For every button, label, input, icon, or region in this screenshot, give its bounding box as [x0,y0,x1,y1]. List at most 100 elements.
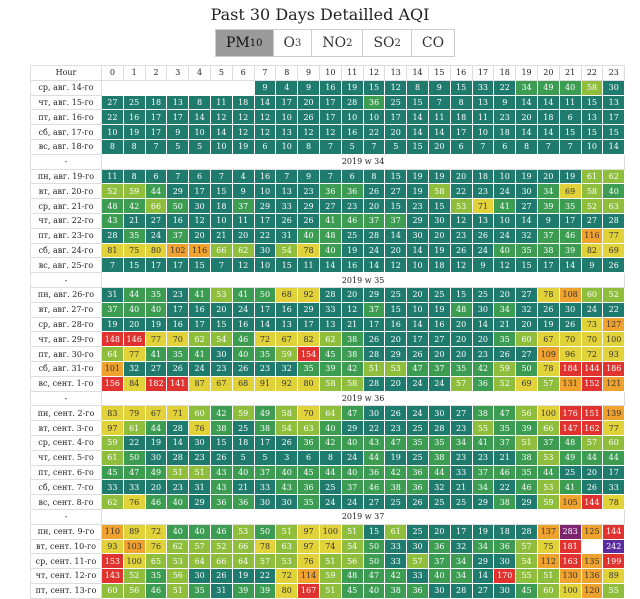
tab-label: PM [226,35,250,51]
aqi-cell: 66 [209,553,233,570]
aqi-cell: 52 [101,183,124,200]
hour-label: 22 [580,65,604,81]
aqi-cell: 16 [122,109,146,126]
date-label: пт, авг. 23-го [30,227,102,244]
aqi-cell: 8 [318,449,342,466]
aqi-cell: 29 [188,494,211,510]
pollutant-tab[interactable]: PM 10 [216,30,274,56]
date-label: вт, авг. 27-го [30,301,102,318]
aqi-cell: 8 [297,138,320,155]
aqi-cell: 44 [536,464,560,481]
aqi-cell: 42 [209,405,233,422]
aqi-cell: 48 [449,301,473,318]
aqi-cell: 36 [406,479,429,496]
aqi-cell: 15 [580,124,604,140]
aqi-cell: 46 [144,494,168,510]
aqi-cell: 38 [340,331,364,348]
day-row: сб, сент. 7-го 33 33 20 23 31 43 21 33 43 36 25 37 46… [30,479,626,496]
aqi-cell: 20 [384,124,408,140]
day-row: сб, авг. 31-го 101 32 27 26 24 23 26 23 32 35 39 42 5… [30,360,626,377]
aqi-cell: 33 [101,479,124,496]
aqi-cell: 66 [231,538,255,555]
pollutant-tab[interactable]: NO 2 [312,30,364,56]
aqi-cell: 20 [471,331,495,348]
aqi-cell: 13 [471,212,495,229]
aqi-cell: 44 [580,449,604,466]
aqi-cell: 50 [122,449,146,466]
aqi-cell: 39 [515,420,538,436]
aqi-cell: 39 [253,582,277,599]
aqi-cell: 176 [558,405,582,422]
aqi-cell: 27 [318,198,342,214]
aqi-cell: 17 [558,212,582,229]
aqi-cell: 16 [253,168,277,185]
aqi-cell: 11 [558,94,582,111]
aqi-cell: 35 [515,464,538,481]
aqi-cell: 76 [297,553,320,570]
aqi-cell: 44 [362,449,386,466]
aqi-cell: 34 [493,301,517,318]
aqi-cell: 135 [580,553,604,570]
aqi-cell: 48 [318,227,342,244]
aqi-cell: 75 [122,242,146,259]
aqi-cell: 12 [384,257,408,274]
date-label: чт, авг. 15-го [30,94,102,111]
aqi-cell: 19 [515,168,538,185]
aqi-cell: 11 [471,109,495,126]
aqi-cell: 154 [297,346,320,362]
aqi-cell: 28 [362,375,386,392]
week-marker: - [30,390,102,407]
aqi-cell: 7 [209,257,233,274]
aqi-cell: 37 [101,301,124,318]
aqi-cell: 143 [101,568,124,584]
aqi-cell: 33 [406,568,429,584]
aqi-cell: 31 [275,227,299,244]
aqi-cell: 25 [427,494,451,510]
aqi-cell: 58 [580,183,604,200]
aqi-cell: 35 [493,331,517,348]
aqi-cell: 109 [536,346,560,362]
aqi-cell: 29 [471,494,495,510]
corner-label: Hour [30,65,102,81]
aqi-cell: 6 [493,138,517,155]
aqi-cell: 80 [275,582,299,599]
aqi-cell: 184 [558,360,582,377]
aqi-cell: 17 [602,109,626,126]
date-label: пн, сент. 9-го [30,523,102,540]
day-row: сб, авг. 24-го 81 75 80 102 116 66 62 30 54 78 40 19… [30,242,626,259]
aqi-cell: 25 [318,479,342,496]
aqi-cell: 62 [231,242,255,259]
aqi-cell: 116 [580,227,604,244]
aqi-cell: 12 [188,212,211,229]
aqi-cell: 63 [297,420,320,436]
week-label: 2019 w 34 [100,153,626,170]
aqi-cell: 16 [427,316,451,333]
aqi-cell: 24 [340,494,364,510]
aqi-cell: 11 [231,212,255,229]
aqi-cell: 34 [449,553,473,570]
aqi-cell: 21 [122,212,146,229]
aqi-cell: 52 [209,538,233,555]
aqi-cell: 14 [406,124,429,140]
week-label: 2019 w 35 [100,272,626,288]
aqi-cell: 170 [493,568,517,584]
aqi-cell: 37 [340,479,364,496]
pollutant-tabs: PM 10 O 3 NO 2 SO 2 CO [215,29,456,57]
aqi-cell: 12 [231,257,255,274]
aqi-cell: 22 [253,568,277,584]
pollutant-tab[interactable]: CO [412,30,454,56]
aqi-cell: 17 [166,257,190,274]
aqi-cell: 15 [602,124,626,140]
aqi-cell: 76 [122,494,146,510]
aqi-cell: 12 [231,124,255,140]
aqi-cell: 41 [471,434,495,451]
pollutant-tab[interactable]: SO 2 [363,30,412,56]
aqi-cell: 30 [493,553,517,570]
aqi-cell: 25 [231,420,255,436]
aqi-cell: 14 [209,124,233,140]
aqi-cell: 62 [602,168,626,185]
aqi-cell: 76 [188,420,211,436]
hour-label: 0 [101,65,124,81]
aqi-cell: 23 [449,420,473,436]
